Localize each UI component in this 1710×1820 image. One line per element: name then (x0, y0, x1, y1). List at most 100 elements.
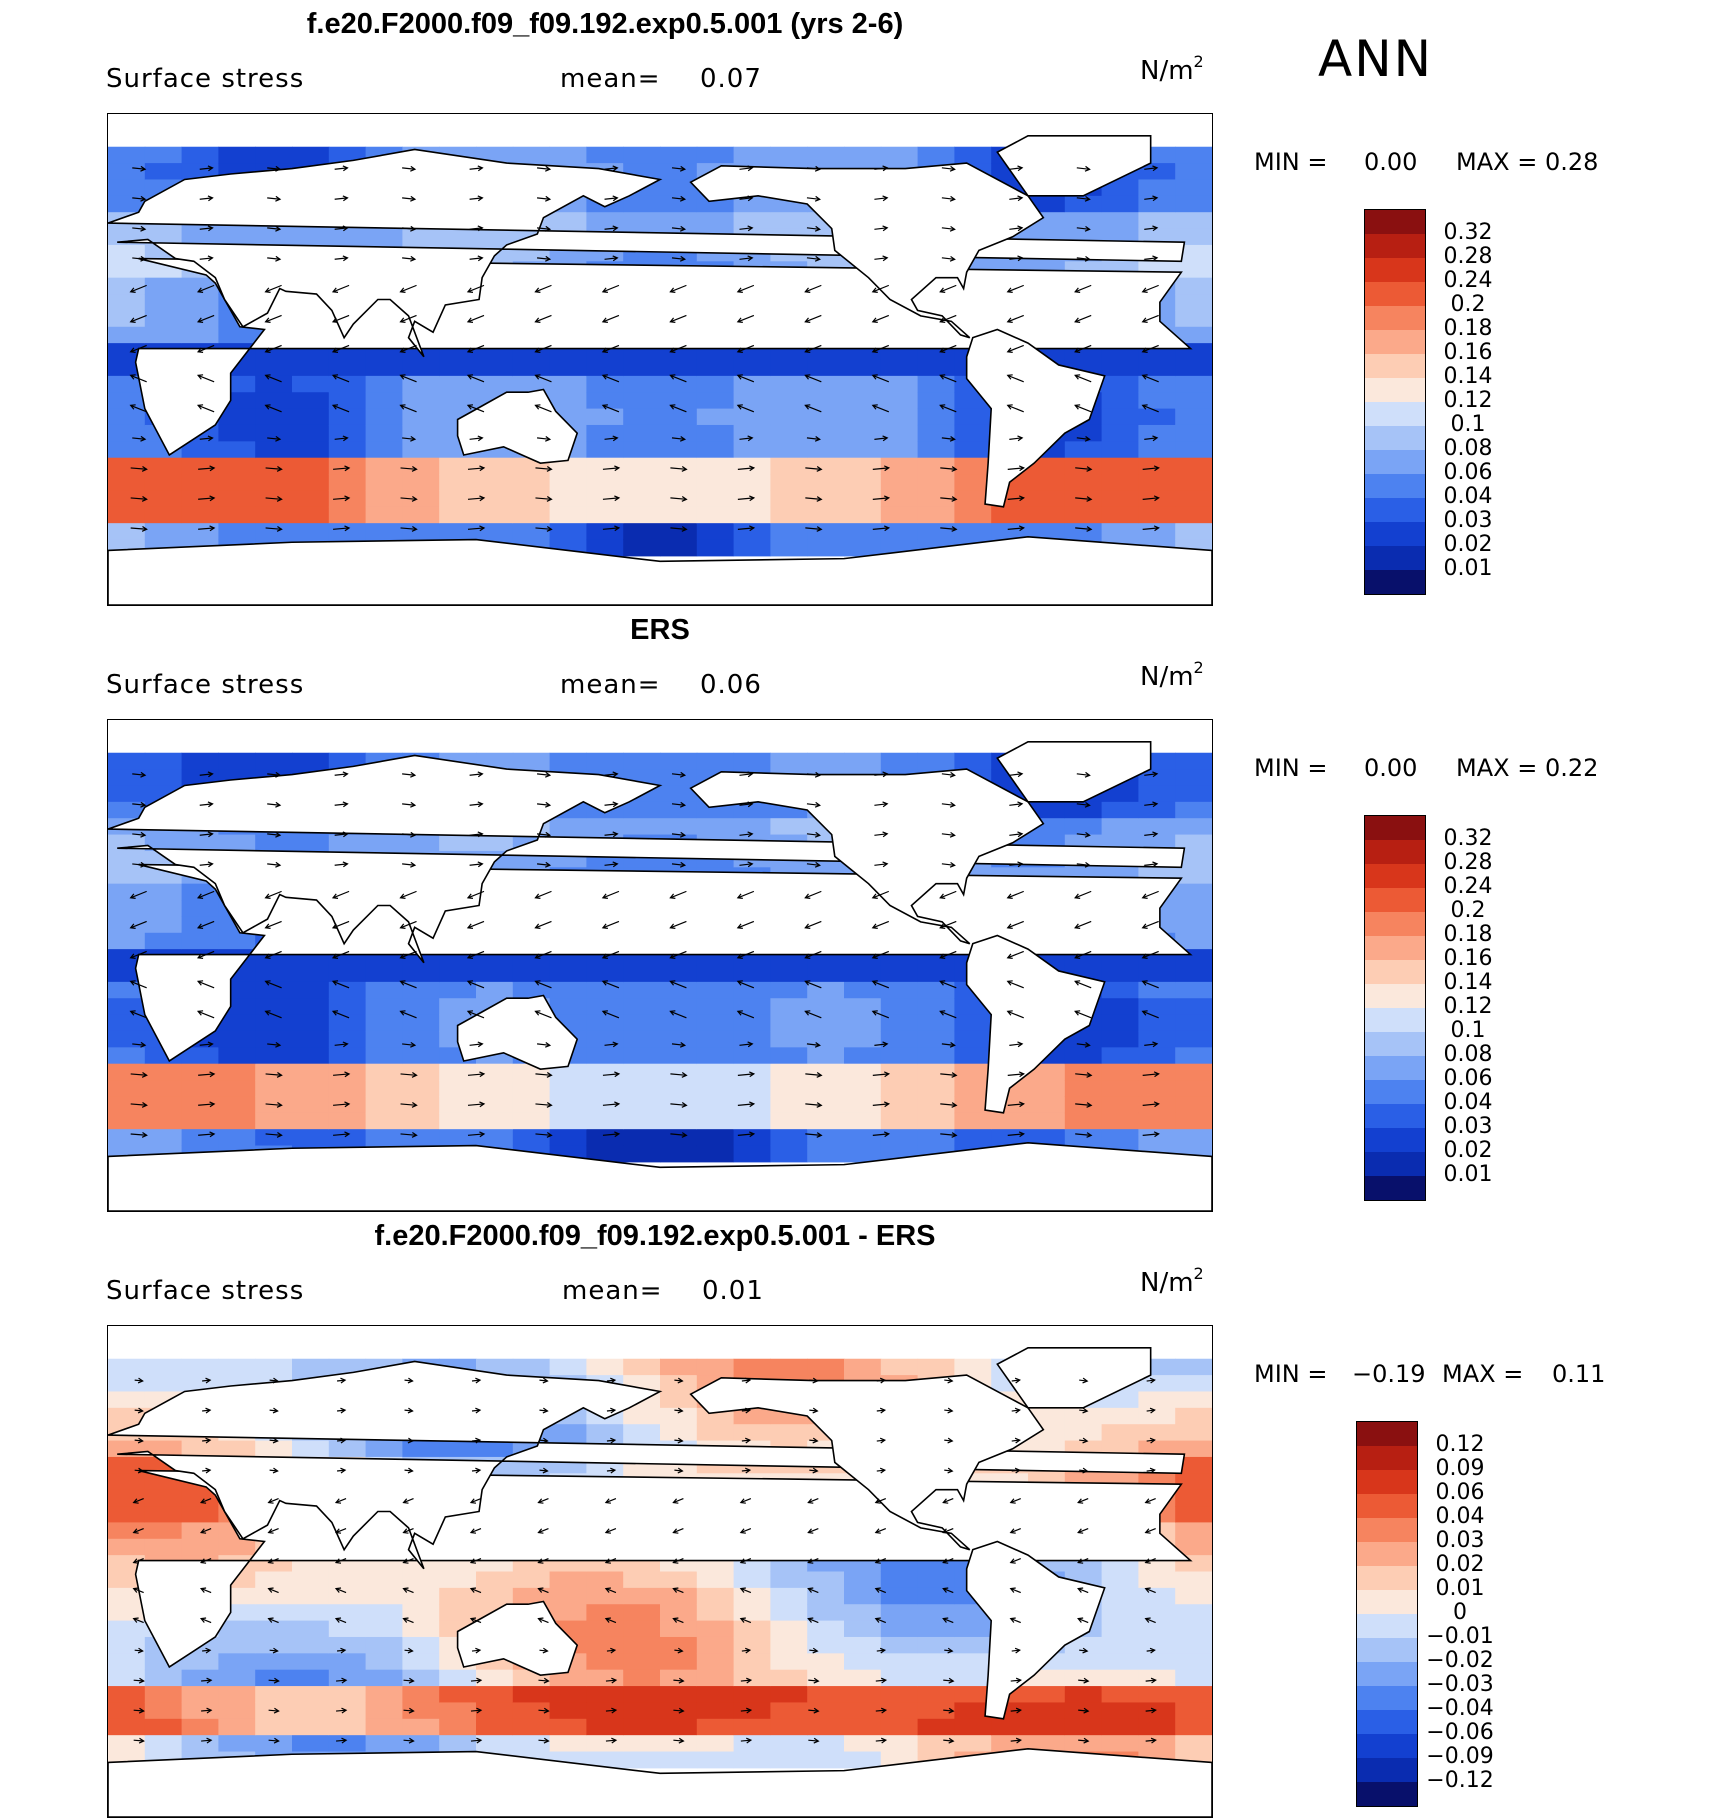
stress-vector (602, 1131, 621, 1138)
stress-vector (264, 284, 282, 293)
stress-vector (264, 374, 282, 383)
stress-vector (739, 771, 754, 778)
panel3-units: N/m2 (1140, 1264, 1204, 1298)
panel1-field-plot (108, 135, 1212, 605)
field-cell (292, 1080, 330, 1097)
field-cell (1064, 1424, 1103, 1442)
stress-vector (534, 284, 552, 293)
colorbar-cell (1357, 1734, 1417, 1759)
field-cell (1175, 1407, 1212, 1425)
stress-vector (871, 950, 890, 959)
field-cell (292, 1636, 330, 1654)
field-cell (954, 1702, 992, 1720)
stress-vector (601, 314, 620, 323)
field-cell (292, 1112, 330, 1130)
stress-vector (1006, 1010, 1024, 1019)
field-cell (255, 998, 293, 1016)
field-cell (1101, 1424, 1139, 1442)
panel1-max-label: MAX = (1456, 148, 1538, 176)
field-cell (292, 1686, 330, 1703)
colorbar-cell (1365, 450, 1425, 475)
field-cell (844, 1047, 882, 1065)
stress-vector (941, 435, 956, 442)
field-cell (1064, 1112, 1103, 1130)
field-cell (292, 1620, 330, 1638)
field-cell (108, 1686, 146, 1703)
stress-vector (399, 374, 417, 383)
stress-vector (739, 1498, 752, 1504)
stress-vector (874, 801, 889, 808)
stress-vector (741, 1437, 752, 1444)
stress-vector (538, 1707, 550, 1714)
field-cell (1175, 785, 1212, 803)
field-cell (586, 506, 624, 524)
stress-vector (1010, 1737, 1022, 1744)
field-cell (844, 1702, 882, 1720)
stress-vector (872, 1071, 891, 1078)
stress-vector (467, 1071, 486, 1078)
colorbar-tick-label: 0.24 (1443, 874, 1493, 899)
field-cell (1028, 1735, 1066, 1753)
field-cell (844, 1571, 882, 1589)
stress-vector (331, 1010, 350, 1019)
field-cell (108, 441, 146, 459)
stress-vector (1142, 1071, 1160, 1078)
stress-vector (337, 1467, 347, 1474)
colorbar-cell (1365, 546, 1425, 571)
stress-vector (601, 980, 620, 989)
stress-vector (736, 314, 755, 323)
stress-vector (940, 526, 958, 532)
field-cell (1175, 900, 1212, 917)
field-cell (144, 1735, 183, 1753)
stress-vector (944, 1377, 954, 1384)
field-cell (549, 490, 587, 508)
field-cell (586, 1620, 624, 1638)
stress-vector (265, 1102, 283, 1108)
field-cell (549, 1080, 587, 1097)
field-cell (696, 1604, 735, 1622)
stress-vector (1011, 1467, 1021, 1474)
colorbar-cell (1365, 402, 1425, 427)
stress-vector (399, 404, 417, 413)
field-cell (255, 1112, 293, 1130)
field-cell (623, 523, 661, 541)
field-cell (1028, 490, 1066, 508)
field-cell (476, 228, 514, 246)
field-cell (439, 1686, 477, 1703)
field-cell (181, 294, 219, 311)
field-cell (439, 359, 477, 377)
field-cell (476, 1686, 514, 1703)
field-cell (328, 228, 367, 246)
stress-vector (334, 1528, 347, 1534)
stress-vector (1076, 255, 1091, 262)
panel2-field-plot (108, 741, 1212, 1211)
field-cell (1101, 1080, 1139, 1097)
field-cell (439, 523, 477, 541)
colorbar-tick-label: 0.14 (1443, 970, 1493, 995)
field-cell (623, 1129, 661, 1147)
stress-vector (469, 255, 484, 262)
field-cell (696, 1686, 735, 1703)
field-cell (696, 1571, 735, 1589)
colorbar-cell (1365, 984, 1425, 1009)
field-cell (365, 1669, 403, 1687)
field-cell (770, 818, 808, 836)
field-cell (181, 228, 219, 246)
field-cell (770, 359, 808, 377)
stress-vector (537, 831, 552, 838)
stress-vector (265, 1072, 283, 1078)
stress-vector (1144, 771, 1159, 778)
field-cell (1175, 179, 1212, 197)
field-cell (292, 965, 330, 983)
field-cell (365, 1030, 403, 1048)
field-cell (1175, 1735, 1212, 1753)
stress-vector (739, 435, 754, 442)
field-cell (108, 1407, 146, 1425)
field-cell (807, 1063, 845, 1081)
stress-vector (1144, 225, 1159, 232)
field-cell (917, 490, 955, 508)
field-cell (439, 1587, 477, 1605)
field-cell (696, 457, 735, 475)
field-cell (844, 1620, 882, 1638)
stress-vector (267, 801, 282, 808)
